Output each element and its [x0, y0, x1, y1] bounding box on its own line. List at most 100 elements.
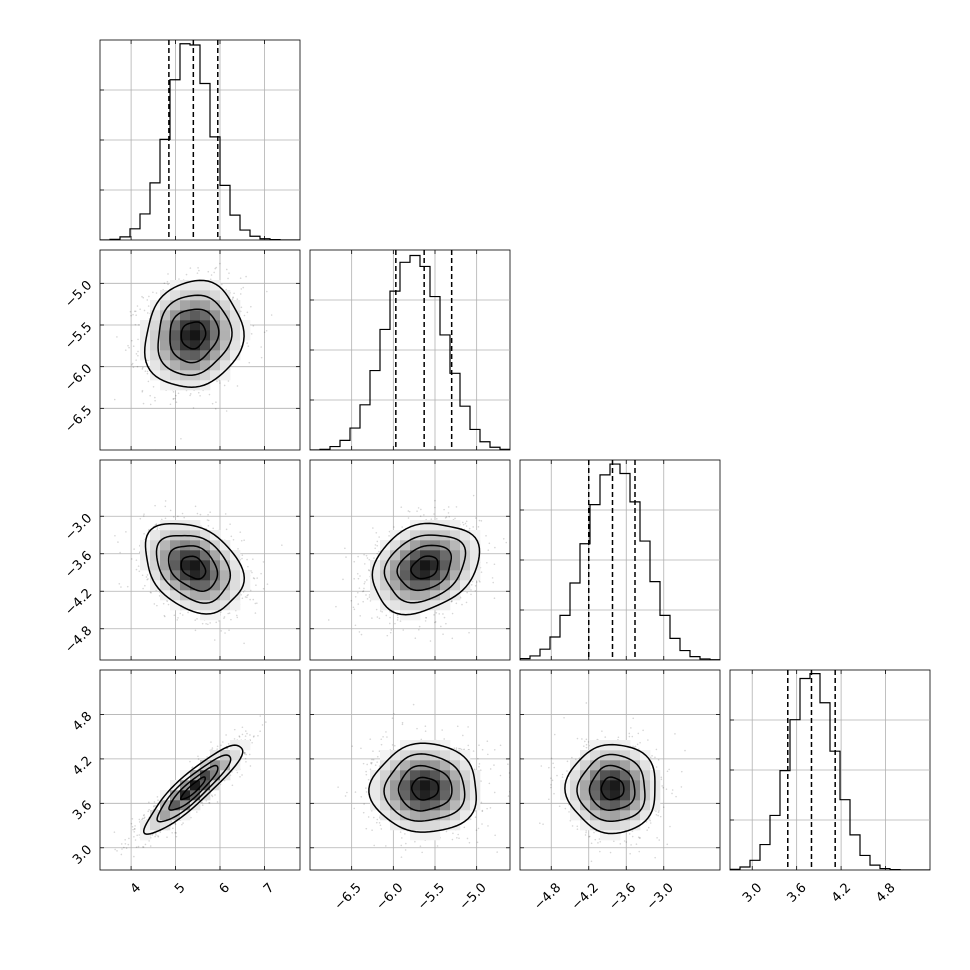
density-cell — [230, 310, 241, 321]
scatter-point — [189, 760, 191, 763]
scatter-point — [207, 623, 209, 626]
scatter-point — [423, 514, 425, 516]
density-cell — [180, 580, 191, 591]
y-tick-label: −5.5 — [62, 320, 95, 353]
density-cell — [150, 550, 161, 561]
scatter-point — [245, 730, 247, 732]
contour-line — [144, 522, 246, 615]
scatter-point — [240, 539, 243, 542]
density-cell — [150, 310, 161, 321]
scatter-panel-2-0: −4.8−4.2−3.6−3.0 — [62, 459, 301, 661]
contour-line — [383, 534, 467, 604]
scatter-point — [417, 507, 420, 509]
density-cell — [410, 590, 421, 601]
scatter-point — [205, 622, 207, 625]
density-cell — [200, 290, 211, 301]
scatter-point — [462, 523, 465, 526]
scatter-point — [270, 314, 273, 316]
scatter-point — [207, 524, 210, 527]
density-cell — [440, 570, 451, 581]
density-cell — [230, 330, 241, 341]
scatter-point — [435, 611, 438, 614]
density-cell — [150, 350, 161, 361]
scatter-point — [487, 549, 490, 551]
scatter-point — [252, 558, 254, 560]
scatter-point — [223, 384, 226, 387]
density-cell — [410, 580, 421, 591]
density-cell — [420, 590, 431, 601]
density-cell — [410, 610, 421, 621]
scatter-point — [143, 309, 146, 312]
scatter-point — [249, 598, 251, 601]
scatter-point — [434, 499, 436, 502]
scatter-panel-2-1 — [309, 459, 511, 661]
scatter-point — [199, 513, 202, 516]
density-cell — [460, 540, 471, 551]
density-cell — [170, 330, 181, 341]
scatter-point — [354, 595, 357, 598]
density-cell — [200, 310, 211, 321]
density-cell — [400, 560, 411, 571]
density-cell — [190, 280, 201, 291]
scatter-point — [144, 584, 146, 587]
scatter-point — [485, 535, 487, 537]
density-cell — [440, 580, 451, 591]
density-cell — [180, 280, 191, 291]
scatter-point — [128, 346, 130, 349]
scatter-point — [451, 600, 453, 602]
scatter-point — [231, 784, 234, 787]
y-tick-label: −3.6 — [62, 548, 95, 581]
scatter-point — [455, 602, 458, 605]
scatter-point — [263, 331, 266, 334]
density-cell — [180, 600, 191, 611]
scatter-point — [130, 558, 133, 560]
scatter-point — [262, 587, 265, 590]
scatter-point — [156, 527, 159, 529]
scatter-point — [265, 329, 268, 332]
density-cell — [220, 290, 231, 301]
contour-line — [180, 555, 207, 580]
scatter-point — [440, 625, 442, 628]
density-cell — [450, 590, 461, 601]
density-cell — [140, 550, 151, 561]
density-cell — [220, 600, 231, 611]
density-cell — [170, 370, 181, 381]
density-cell — [160, 570, 171, 581]
scatter-point — [197, 267, 199, 269]
x-tick-label: 4.8 — [873, 880, 898, 905]
scatter-point — [250, 305, 252, 308]
scatter-point — [472, 494, 475, 497]
density-cell — [170, 320, 181, 331]
density-cell — [430, 560, 441, 571]
scatter-point — [215, 621, 218, 624]
scatter-point — [362, 590, 364, 593]
contour-line — [155, 534, 232, 604]
scatter-point — [211, 402, 214, 405]
scatter-point — [196, 272, 199, 274]
density-cell — [170, 280, 181, 291]
scatter-point — [183, 516, 185, 519]
scatter-point — [363, 563, 366, 565]
scatter-point — [210, 274, 213, 276]
density-cell — [180, 360, 191, 371]
scatter-point — [131, 363, 133, 366]
density-cell — [420, 540, 431, 551]
density-cell — [390, 530, 401, 541]
scatter-point — [142, 402, 145, 405]
density-cell — [440, 590, 451, 601]
density-cell — [460, 530, 471, 541]
scatter-point — [470, 589, 472, 591]
density-cell — [170, 540, 181, 551]
scatter-point — [256, 602, 258, 604]
density-cell — [170, 570, 181, 581]
scatter-point — [250, 333, 253, 335]
density-cell — [370, 580, 381, 591]
scatter-point — [252, 325, 255, 327]
density-cell — [160, 530, 171, 541]
density-cell — [440, 540, 451, 551]
density-cell — [170, 310, 181, 321]
density-cell — [140, 320, 151, 331]
scatter-point — [474, 590, 477, 592]
scatter-panel-1-0: −6.5−6.0−5.5−5.0 — [62, 249, 301, 451]
scatter-point — [185, 273, 188, 276]
